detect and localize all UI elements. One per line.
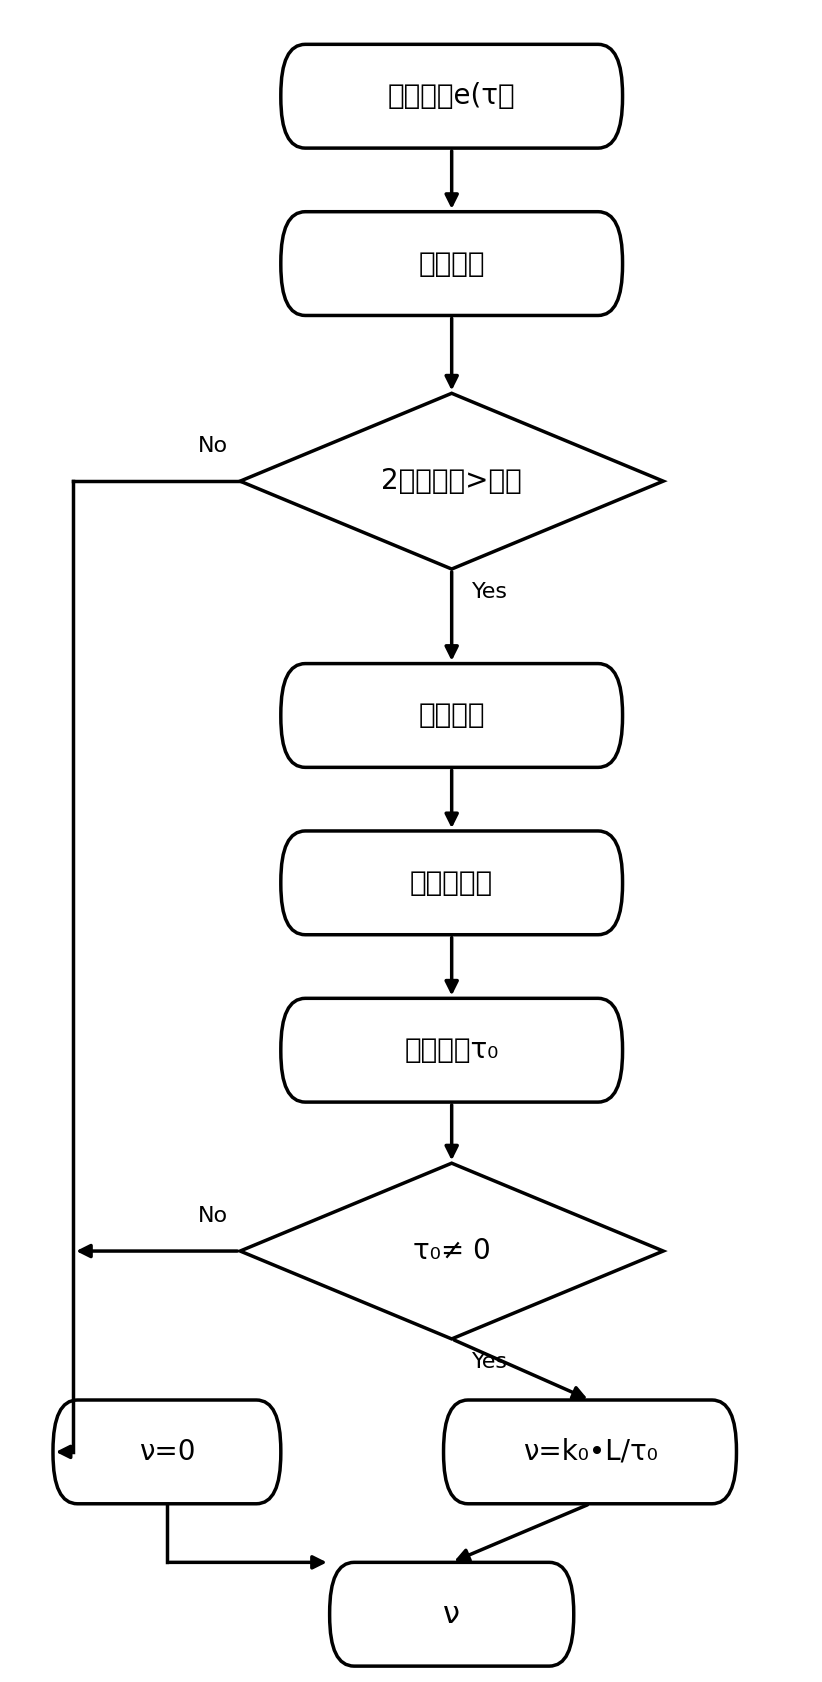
FancyBboxPatch shape — [281, 831, 622, 935]
Text: ν: ν — [443, 1600, 460, 1628]
Text: 幅値修正: 幅値修正 — [418, 701, 485, 730]
Text: 2路峰峰値>阀値: 2路峰峰値>阀値 — [381, 468, 522, 495]
FancyBboxPatch shape — [444, 1399, 737, 1504]
Text: ν=0: ν=0 — [139, 1438, 195, 1467]
Text: No: No — [198, 1206, 228, 1226]
FancyBboxPatch shape — [281, 44, 622, 148]
Polygon shape — [240, 394, 663, 569]
Text: Yes: Yes — [472, 1352, 508, 1373]
Text: 互相关计算: 互相关计算 — [410, 870, 493, 897]
Text: 滤波处理: 滤波处理 — [418, 249, 485, 278]
FancyBboxPatch shape — [281, 212, 622, 316]
Text: No: No — [198, 436, 228, 456]
Text: Yes: Yes — [472, 582, 508, 602]
Text: τ₀≠ 0: τ₀≠ 0 — [413, 1236, 491, 1265]
FancyBboxPatch shape — [281, 999, 622, 1102]
Text: ν=k₀•L/τ₀: ν=k₀•L/τ₀ — [523, 1438, 658, 1467]
Polygon shape — [240, 1164, 663, 1339]
Text: 电压信号e(τ）: 电压信号e(τ） — [388, 82, 515, 111]
FancyBboxPatch shape — [281, 664, 622, 767]
FancyBboxPatch shape — [53, 1399, 281, 1504]
FancyBboxPatch shape — [330, 1563, 574, 1667]
Text: 最大値处τ₀: 最大値处τ₀ — [404, 1036, 499, 1065]
